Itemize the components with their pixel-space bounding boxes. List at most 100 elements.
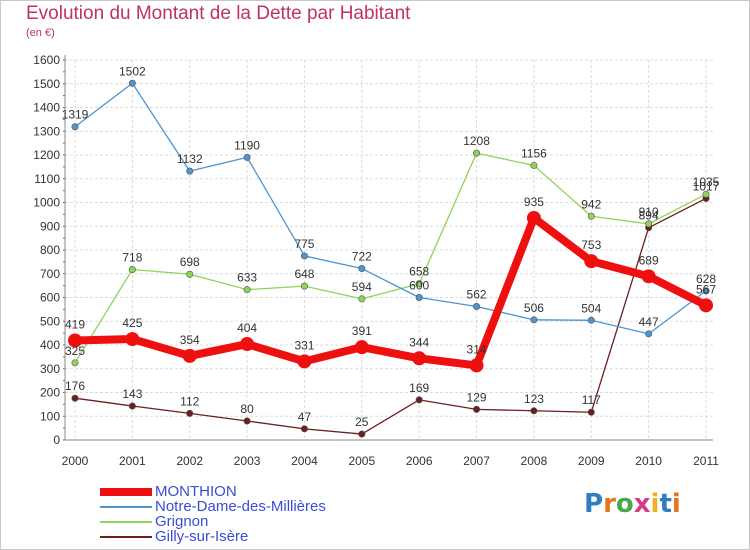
data-label-gilly-sur-isere: 143 (122, 387, 142, 401)
data-label-notre-dame-des-millieres: 506 (524, 301, 544, 315)
legend-swatch (100, 535, 152, 538)
data-label-grignon: 633 (237, 271, 257, 285)
data-point-grignon (128, 265, 136, 273)
data-point-monthion (412, 351, 427, 366)
data-label-grignon: 1156 (521, 146, 547, 160)
data-label-notre-dame-des-millieres: 722 (352, 250, 372, 264)
x-tick-label: 2001 (119, 454, 146, 468)
data-point-grignon (71, 359, 79, 367)
data-point-gilly-sur-isere (473, 405, 481, 413)
logo-letter: x (633, 489, 651, 519)
logo-letter: i (671, 489, 681, 519)
data-point-monthion (297, 354, 312, 369)
y-tick-label: 100 (40, 409, 60, 423)
x-tick-label: 2000 (62, 454, 89, 468)
data-label-gilly-sur-isere: 894 (639, 209, 659, 223)
legend-item: Grignon (100, 514, 326, 529)
legend-swatch (100, 505, 152, 508)
proxiti-logo: Proxiti (584, 489, 681, 519)
y-tick-label: 700 (40, 267, 60, 281)
data-point-grignon (702, 190, 710, 198)
data-point-gilly-sur-isere (587, 408, 595, 416)
data-label-gilly-sur-isere: 25 (355, 415, 369, 429)
x-tick-label: 2003 (234, 454, 261, 468)
data-point-notre-dame-des-millieres (71, 123, 79, 131)
y-tick-label: 1100 (34, 172, 60, 186)
data-label-notre-dame-des-millieres: 1132 (177, 152, 203, 166)
data-label-monthion: 331 (294, 338, 314, 352)
data-label-monthion: 314 (467, 342, 487, 356)
data-point-gilly-sur-isere (358, 430, 366, 438)
data-label-grignon: 1208 (463, 134, 490, 148)
grid-lines (63, 55, 713, 441)
data-point-gilly-sur-isere (243, 417, 251, 425)
data-labels: 176 143 112 80 47 25 169 129 123 117 894 1017 325 718… (62, 64, 720, 429)
legend-item: Gilly-sur-Isère (100, 529, 326, 544)
logo-letter: r (603, 489, 616, 519)
data-label-gilly-sur-isere: 176 (65, 379, 85, 393)
data-point-notre-dame-des-millieres (128, 79, 136, 87)
data-label-grignon: 1035 (693, 175, 720, 189)
data-label-monthion: 935 (524, 195, 544, 209)
data-point-gilly-sur-isere (186, 409, 194, 417)
y-tick-label: 1200 (33, 148, 60, 162)
data-point-grignon (530, 161, 538, 169)
data-label-grignon: 594 (352, 280, 372, 294)
data-label-grignon: 658 (409, 265, 429, 279)
data-point-grignon (587, 212, 595, 220)
data-label-grignon: 942 (581, 197, 601, 211)
data-point-grignon (243, 286, 251, 294)
logo-letter: i (650, 489, 660, 519)
data-point-monthion (641, 269, 656, 284)
data-label-notre-dame-des-millieres: 600 (409, 279, 429, 293)
data-point-monthion (526, 210, 541, 225)
data-point-notre-dame-des-millieres (415, 293, 423, 301)
y-tick-label: 600 (40, 291, 60, 305)
data-point-grignon (186, 270, 194, 278)
data-point-grignon (645, 220, 653, 228)
logo-letter: P (584, 489, 604, 519)
x-tick-label: 2007 (463, 454, 490, 468)
x-tick-label: 2004 (291, 454, 318, 468)
x-tick-label: 2005 (348, 454, 375, 468)
data-label-grignon: 325 (65, 344, 85, 358)
data-point-grignon (300, 282, 308, 290)
data-point-notre-dame-des-millieres (358, 265, 366, 273)
data-point-notre-dame-des-millieres (300, 252, 308, 260)
data-label-notre-dame-des-millieres: 1190 (234, 138, 260, 152)
data-label-grignon: 718 (122, 250, 142, 264)
data-label-notre-dame-des-millieres: 628 (696, 272, 716, 286)
data-label-notre-dame-des-millieres: 1319 (62, 108, 89, 122)
data-label-monthion: 425 (122, 316, 142, 330)
series-line-notre-dame-des-millieres (74, 82, 707, 335)
data-label-monthion: 344 (409, 335, 429, 349)
legend-item: Notre-Dame-des-Millières (100, 499, 326, 514)
logo-letter: o (615, 489, 634, 519)
y-tick-label: 200 (40, 386, 60, 400)
legend-label: Grignon (155, 513, 209, 530)
x-tick-labels: 2000 2001 2002 2003 2004 2005 2006 2007 2008 2009… (62, 454, 720, 468)
data-label-gilly-sur-isere: 47 (298, 410, 312, 424)
y-tick-label: 400 (40, 338, 60, 352)
data-point-gilly-sur-isere (530, 407, 538, 415)
x-tick-label: 2009 (578, 454, 605, 468)
data-label-grignon: 648 (294, 267, 314, 281)
legend-label: Notre-Dame-des-Millières (155, 498, 326, 515)
data-label-grignon: 698 (180, 255, 200, 269)
data-point-grignon (415, 280, 423, 288)
chart-unit-subtitle: (en €) (26, 27, 55, 39)
x-tick-label: 2011 (693, 454, 719, 468)
y-tick-label: 900 (40, 219, 60, 233)
y-tick-label: 300 (40, 362, 60, 376)
data-point-monthion (240, 337, 255, 352)
data-label-gilly-sur-isere: 1017 (693, 179, 720, 193)
y-tick-label: 1600 (33, 53, 60, 67)
legend-label: Gilly-sur-Isère (155, 528, 249, 545)
legend-label: MONTHION (155, 483, 237, 500)
data-label-gilly-sur-isere: 129 (467, 390, 487, 404)
data-label-monthion: 419 (65, 317, 85, 331)
data-point-notre-dame-des-millieres (473, 303, 481, 311)
y-tick-labels: 0 100 200 300 400 500 600 700 800 900 1000 1100 1200… (33, 53, 60, 447)
data-label-gilly-sur-isere: 112 (180, 394, 199, 408)
